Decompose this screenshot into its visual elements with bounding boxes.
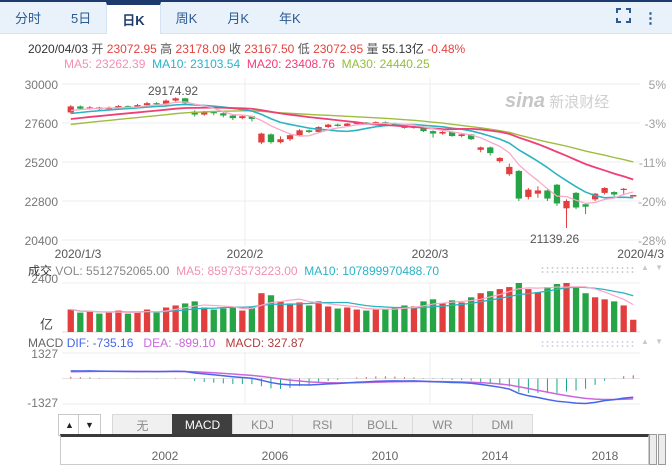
indicator-tab-macd[interactable]: MACD [172,414,233,436]
price-tick-27600: 27600 [24,117,58,131]
scroll-right-button[interactable]: ▼ [78,414,101,436]
tab-daily-k[interactable]: 日K [106,2,161,34]
navigator-handle-right[interactable] [658,434,666,465]
pct-tick-5: 5% [648,78,666,92]
ma30-value: MA30: 24440.25 [341,57,430,71]
macd-pane-resize-dots[interactable] [540,340,636,347]
macd-header: MACD DIF: -735.16 DEA: -899.10 MACD: 327… [28,336,304,350]
sina-finance-watermark: sina 新浪财经 [505,90,610,112]
volume-pane-arrows[interactable]: ▲ ▼ [641,263,666,272]
pct-tick--3: -3% [644,117,666,131]
indicator-tab-boll[interactable]: BOLL [352,414,413,436]
ohlc-info-row: 2020/04/03 开 23072.95 高 23178.09 收 23167… [28,40,465,57]
price-tick-25200: 25200 [24,156,58,170]
year-tick-2010: 2010 [371,449,399,463]
vol-ma10-value: MA10: 107899970488.70 [304,264,440,278]
volume-label: 量 [366,42,379,56]
menu-kebab-icon[interactable]: ⋮ [643,9,658,27]
navigator-handle-left[interactable] [649,434,657,465]
price-tick-22800: 22800 [24,195,58,209]
ma10-value: MA10: 23103.54 [152,57,241,71]
pct-tick--28: -28% [638,234,667,248]
price-tick-30000: 30000 [24,78,58,92]
pct-tick--11: -11% [638,156,666,170]
annotation-period-low: 21139.26 [530,232,580,246]
volume-pane-label: 成交 [28,264,53,278]
price-tick-20400: 20400 [24,234,58,248]
indicator-tab-rsi[interactable]: RSI [292,414,353,436]
low-value: 23072.95 [313,42,364,56]
year-tick-2014: 2014 [481,449,509,463]
volume-pane-resize-dots[interactable] [540,266,636,273]
tab-5day[interactable]: 5日 [71,11,92,26]
volume-unit: 亿 [40,317,54,332]
dif-value: DIF: -735.16 [66,336,134,350]
indicator-tab-dmi[interactable]: DMI [472,414,533,436]
low-label: 低 [297,42,310,56]
macd-pane-label: MACD [28,336,64,350]
fullscreen-icon[interactable] [616,7,631,28]
open-label: 开 [91,42,104,56]
date-tick-4: 2020/4/3 [617,247,664,261]
top-accent-bar [0,0,672,2]
macd-tick-top: 1327 [31,347,58,361]
tab-minute[interactable]: 分时 [15,11,42,26]
vol-value: VOL: 5512752065.00 [55,264,170,278]
year-tick-2002: 2002 [151,449,179,463]
high-label: 高 [160,42,173,56]
volume-value: 55.13亿 [381,42,424,56]
date-tick-1: 2020/1/3 [54,247,102,261]
tabbar-icons: ⋮ [616,2,672,33]
period-tabbar: 分时 5日 日K 周K 月K 年K ⋮ [0,2,672,34]
date-tick-2: 2020/2 [226,247,264,261]
tab-monthly-k[interactable]: 月K [227,11,249,26]
annotation-period-high: 29174.92 [148,84,199,98]
indicator-tab-wr[interactable]: WR [412,414,473,436]
date-tick-3: 2020/3 [411,247,449,261]
vol-ma5-value: MA5: 85973573223.00 [176,264,298,278]
indicator-tab-kdj[interactable]: KDJ [232,414,293,436]
ma5-value: MA5: 23262.39 [64,57,146,71]
ma20-value: MA20: 23408.76 [246,57,335,71]
macd-pane-arrows[interactable]: ▲ ▼ [641,337,666,346]
history-navigator[interactable] [60,434,649,465]
volume-header: 成交 VOL: 5512752065.00 MA5: 85973573223.0… [28,262,439,279]
pct-tick--20: -20% [638,195,667,209]
macd-tick-bottom: -1327 [27,396,58,410]
tab-yearly-k[interactable]: 年K [278,11,301,26]
year-tick-2018: 2018 [591,449,619,463]
high-value: 23178.09 [175,42,226,56]
open-value: 23072.95 [106,42,157,56]
macd-value: MACD: 327.87 [225,336,305,350]
volume-tick-2400: 2400 [31,272,58,286]
indicator-tab-none[interactable]: 无 [112,414,173,436]
year-tick-2006: 2006 [261,449,289,463]
close-value: 23167.50 [244,42,295,56]
indicator-tabbar: 无 MACD KDJ RSI BOLL WR DMI [112,414,533,436]
change-percent: -0.48% [427,42,466,56]
tab-weekly-k[interactable]: 周K [175,11,198,26]
close-label: 收 [228,42,241,56]
ma-values-row: MA5: 23262.39 MA10: 23103.54 MA20: 23408… [64,57,430,71]
date-value: 2020/04/03 [28,42,89,56]
dea-value: DEA: -899.10 [143,336,216,350]
